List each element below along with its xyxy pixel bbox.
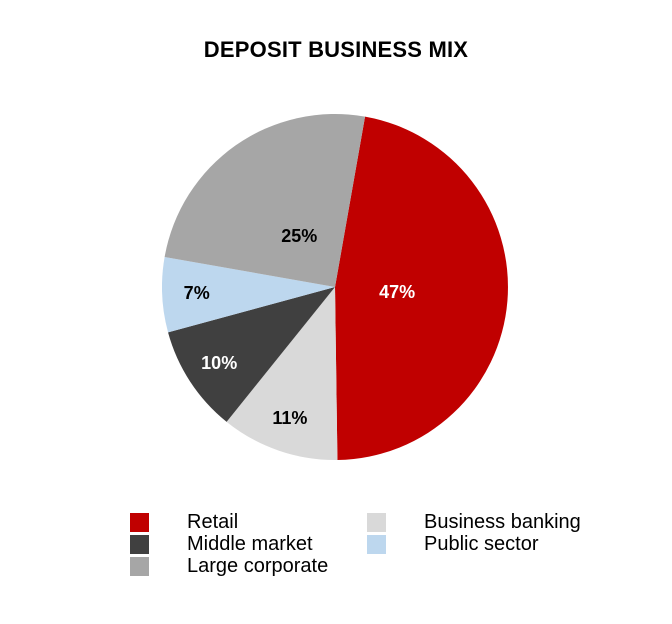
legend-swatch-large-corporate [130, 556, 149, 576]
legend-label-large-corporate: Large corporate [187, 555, 329, 577]
legend-swatch-middle-market [130, 534, 149, 554]
pie-slice-large-corporate [164, 114, 366, 287]
legend-item-public-sector: Public sector [367, 533, 581, 555]
legend-swatch-business-banking [367, 512, 386, 532]
pie-slice-value-business-banking: 11% [272, 407, 308, 428]
pie-chart: 47% 11% 10% 7% 25% [162, 114, 508, 460]
pie-slice-value-retail: 47% [379, 282, 416, 302]
legend-label-retail: Retail [187, 511, 239, 533]
legend-swatch-public-sector [367, 534, 386, 554]
legend-column-1: Retail Middle market Large corporate [130, 511, 328, 577]
legend-label-business-banking: Business banking [424, 511, 581, 533]
pie-slice-value-middle-market: 10% [201, 352, 238, 373]
pie-slice-business-banking [226, 287, 338, 460]
legend-swatch-retail [130, 512, 149, 532]
pie-slice-retail [335, 116, 508, 460]
pie-slice-value-large-corporate: 25% [281, 226, 318, 246]
legend-item-middle-market: Middle market [130, 533, 328, 555]
pie-svg [162, 114, 508, 460]
legend-item-retail: Retail [130, 511, 328, 533]
legend-label-middle-market: Middle market [187, 533, 313, 555]
legend-item-business-banking: Business banking [367, 511, 581, 533]
legend-label-public-sector: Public sector [424, 533, 539, 555]
pie-slice-public-sector [162, 256, 335, 333]
pie-slice-middle-market [168, 287, 335, 422]
legend-column-2: Business banking Public sector [367, 511, 581, 555]
pie-slice-value-public-sector: 7% [183, 283, 210, 304]
chart-title: DEPOSIT BUSINESS MIX [203, 37, 469, 62]
legend-item-large-corporate: Large corporate [130, 555, 328, 577]
